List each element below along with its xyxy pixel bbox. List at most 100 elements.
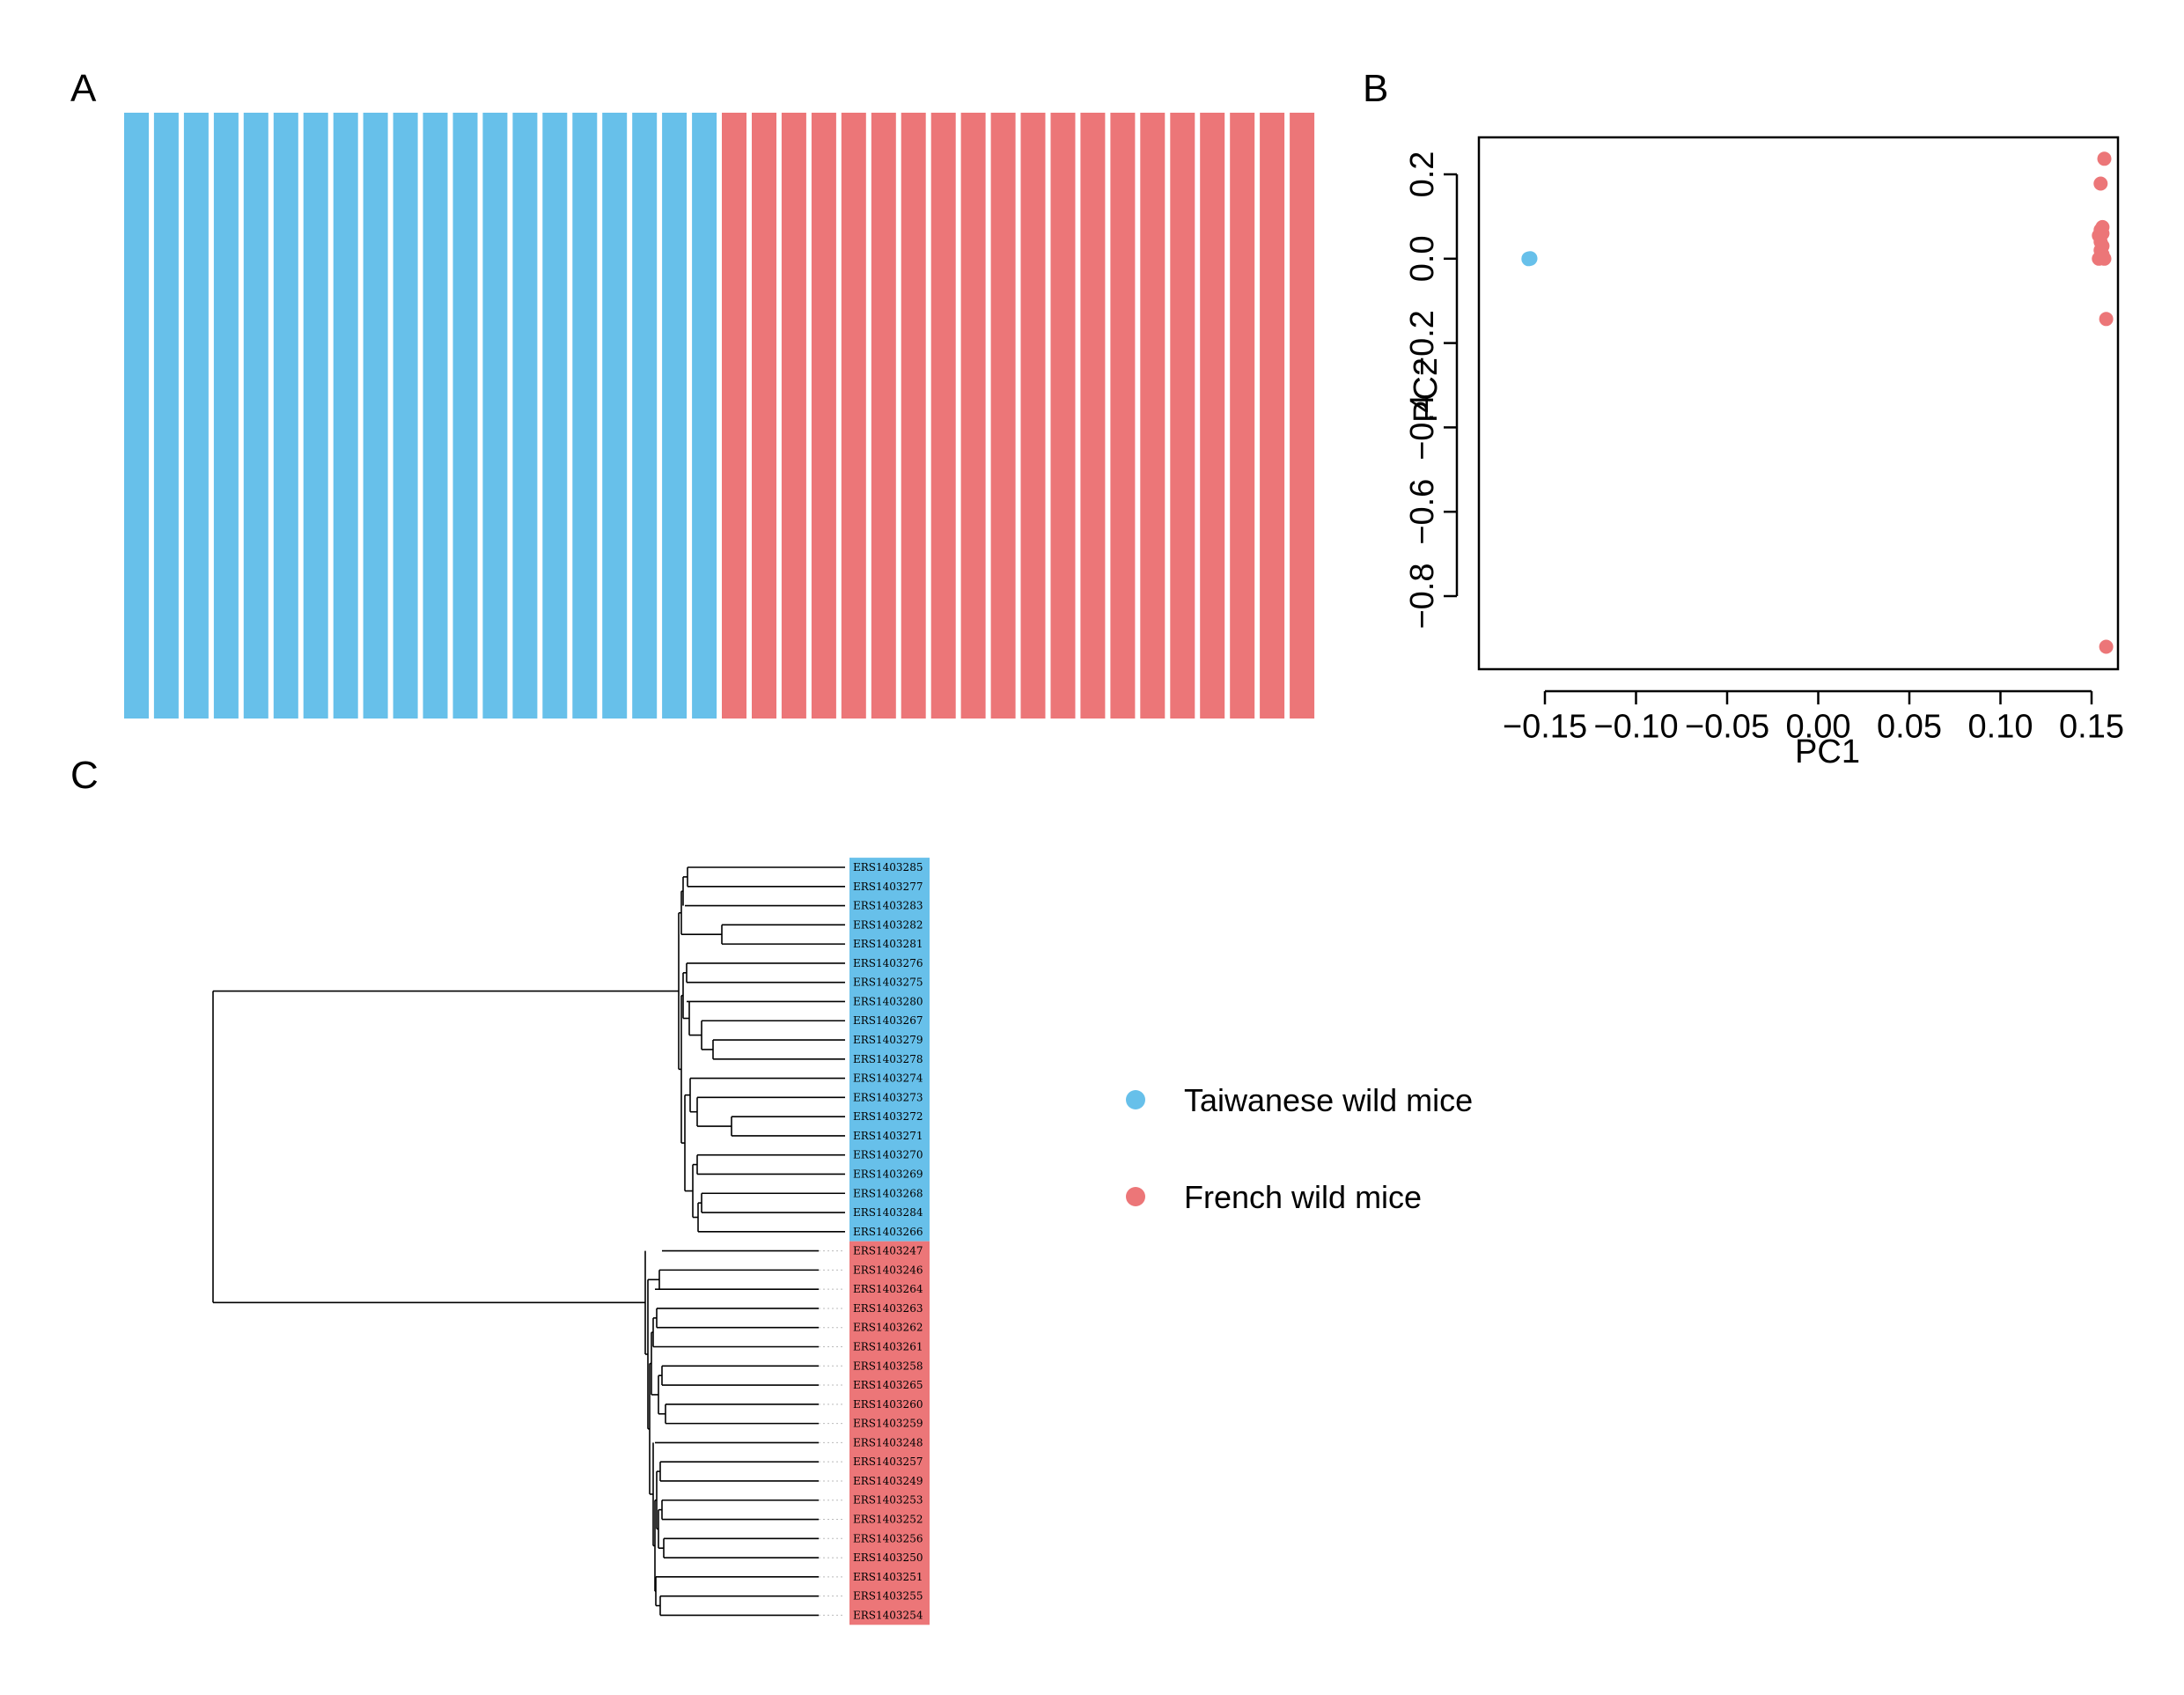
y-tick-label: 0.2 xyxy=(1404,151,1441,198)
admixture-bar-25-k2 xyxy=(841,113,866,719)
point-french xyxy=(2093,176,2108,191)
tip-label: ERS1403282 xyxy=(853,918,923,931)
admixture-bar-14-k1 xyxy=(512,113,538,719)
point-taiwanese xyxy=(1523,251,1538,266)
admixture-bar-37-k2 xyxy=(1200,113,1225,719)
x-tick-label: −0.05 xyxy=(1685,708,1769,745)
x-axis-title: PC1 xyxy=(1795,733,1860,770)
label-box-french xyxy=(849,1241,930,1625)
panel-label-c: C xyxy=(70,754,99,797)
tip-label: ERS1403265 xyxy=(853,1379,923,1391)
tip-label: ERS1403268 xyxy=(853,1187,923,1199)
tip-label: ERS1403275 xyxy=(853,976,923,989)
admixture-bar-11-k1 xyxy=(423,113,448,719)
admixture-bar-38-k2 xyxy=(1230,113,1255,719)
dendrogram: ERS1403285 ERS1403277 ERS1403283 ERS1403282… xyxy=(212,858,930,1625)
tip-label: ERS1403252 xyxy=(853,1514,923,1526)
admixture-bar-16-k1 xyxy=(572,113,598,719)
x-tick-label: −0.15 xyxy=(1503,708,1587,745)
points xyxy=(1521,151,2114,654)
admixture-bar-39-k2 xyxy=(1260,113,1285,719)
admixture-bar-10-k1 xyxy=(393,113,418,719)
admixture-bar-35-k2 xyxy=(1140,113,1166,719)
admixture-bar-31-k2 xyxy=(1020,113,1046,719)
admixture-bar-9-k1 xyxy=(363,113,388,719)
admixture-bar-40-k2 xyxy=(1290,113,1315,719)
admixture-bar-4-k1 xyxy=(213,113,239,719)
pca-scatter-plot: −0.15 −0.10 −0.05 0.00 0.05 0.10 0.15 0.2 0.0 −0… xyxy=(1404,136,2124,770)
admixture-bar-2-k1 xyxy=(153,113,179,719)
tip-label: ERS1403253 xyxy=(853,1494,923,1507)
admixture-bar-32-k2 xyxy=(1050,113,1076,719)
legend-item-taiwanese: Taiwanese wild mice xyxy=(1126,1082,1473,1118)
admixture-bar-33-k2 xyxy=(1080,113,1106,719)
tip-label: ERS1403249 xyxy=(853,1475,923,1487)
admixture-bar-26-k2 xyxy=(871,113,896,719)
tip-label: ERS1403281 xyxy=(853,938,923,950)
point-french xyxy=(2099,639,2114,654)
admixture-bar-1-k1 xyxy=(124,113,149,719)
admixture-bar-8-k1 xyxy=(333,113,358,719)
admixture-bar-17-k1 xyxy=(602,113,628,719)
y-tick-label: −0.8 xyxy=(1404,563,1441,629)
admixture-bar-5-k1 xyxy=(243,113,268,719)
point-french xyxy=(2099,312,2114,327)
tip-label: ERS1403264 xyxy=(853,1283,923,1295)
legend-marker-french xyxy=(1126,1187,1145,1206)
y-tick-label: 0.0 xyxy=(1404,235,1441,282)
tip-label: ERS1403274 xyxy=(853,1072,923,1085)
admixture-bar-24-k2 xyxy=(811,113,836,719)
admixture-bar-18-k1 xyxy=(632,113,658,719)
tip-label: ERS1403280 xyxy=(853,996,923,1008)
tip-label: ERS1403272 xyxy=(853,1110,923,1123)
legend-label-french: French wild mice xyxy=(1184,1179,1422,1215)
legend: Taiwanese wild mice French wild mice xyxy=(1126,1082,1473,1215)
admixture-plot xyxy=(124,113,1315,719)
x-tick-label: 0.05 xyxy=(1877,708,1942,745)
admixture-bar-12-k1 xyxy=(452,113,478,719)
tip-label: ERS1403259 xyxy=(853,1418,923,1430)
tip-label: ERS1403246 xyxy=(853,1264,923,1276)
admixture-bar-23-k2 xyxy=(781,113,806,719)
tip-label: ERS1403284 xyxy=(853,1206,923,1219)
admixture-bar-34-k2 xyxy=(1110,113,1136,719)
tip-label: ERS1403258 xyxy=(853,1360,923,1372)
point-french xyxy=(2097,151,2112,166)
label-box-taiwanese xyxy=(849,858,930,1242)
panel-label-a: A xyxy=(70,67,97,110)
admixture-bar-6-k1 xyxy=(273,113,298,719)
tip-label: ERS1403256 xyxy=(853,1532,923,1544)
admixture-bar-27-k2 xyxy=(901,113,926,719)
tip-label: ERS1403254 xyxy=(853,1609,923,1621)
point-french xyxy=(2097,251,2112,266)
admixture-bar-3-k1 xyxy=(183,113,209,719)
y-tick-label: −0.2 xyxy=(1404,310,1441,376)
admixture-bar-28-k2 xyxy=(930,113,956,719)
legend-label-taiwanese: Taiwanese wild mice xyxy=(1184,1082,1473,1118)
tip-label: ERS1403270 xyxy=(853,1149,923,1161)
admixture-bar-13-k1 xyxy=(482,113,508,719)
tip-label: ERS1403269 xyxy=(853,1168,923,1181)
admixture-bar-19-k1 xyxy=(662,113,688,719)
tip-label: ERS1403262 xyxy=(853,1322,923,1334)
y-axis: 0.2 0.0 −0.2 −0.4 −0.6 −0.8 xyxy=(1404,151,1459,630)
admixture-bar-22-k2 xyxy=(752,113,776,719)
tip-label: ERS1403266 xyxy=(853,1226,923,1238)
admixture-bar-29-k2 xyxy=(960,113,986,719)
y-tick-label: −0.6 xyxy=(1404,479,1441,545)
x-axis: −0.15 −0.10 −0.05 0.00 0.05 0.10 0.15 xyxy=(1503,689,2124,745)
tip-label: ERS1403273 xyxy=(853,1091,923,1103)
tip-label: ERS1403276 xyxy=(853,957,923,969)
tip-label: ERS1403277 xyxy=(853,881,923,893)
tip-label: ERS1403255 xyxy=(853,1590,923,1603)
tip-label: ERS1403263 xyxy=(853,1302,923,1315)
admixture-bar-15-k1 xyxy=(542,113,568,719)
admixture-bar-21-k2 xyxy=(722,113,746,719)
tip-label: ERS1403279 xyxy=(853,1034,923,1046)
y-axis-title: PC2 xyxy=(1408,357,1445,423)
tip-label: ERS1403261 xyxy=(853,1341,923,1353)
tip-label: ERS1403251 xyxy=(853,1571,923,1583)
tip-label: ERS1403250 xyxy=(853,1551,923,1564)
tip-label: ERS1403267 xyxy=(853,1014,923,1027)
